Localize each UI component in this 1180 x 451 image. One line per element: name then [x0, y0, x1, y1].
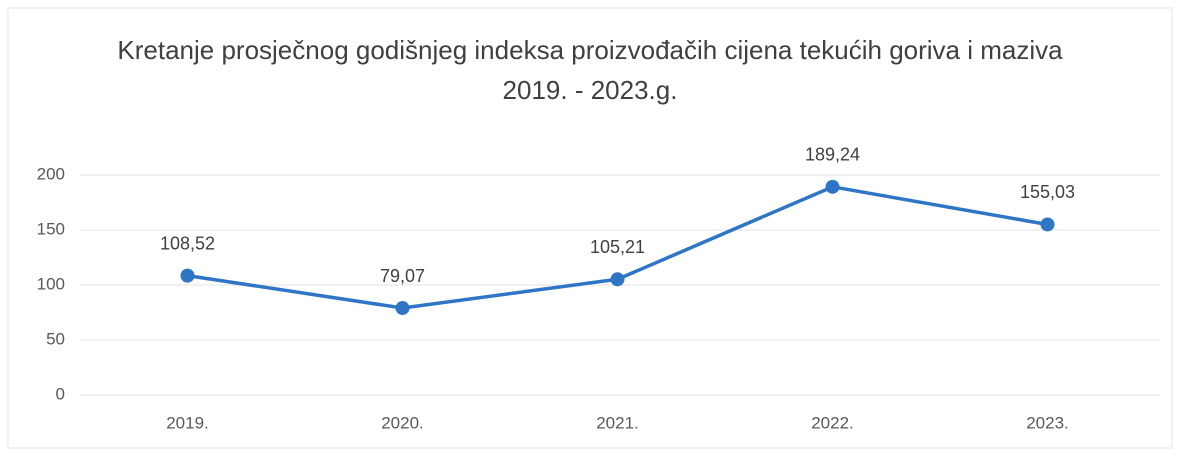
chart-frame [7, 7, 1173, 449]
data-label: 108,52 [160, 233, 215, 253]
marker [610, 272, 625, 287]
data-label: 105,21 [590, 237, 645, 257]
marker [825, 179, 840, 194]
x-tick-label: 2022. [811, 413, 854, 432]
y-tick-label: 100 [37, 274, 65, 293]
y-tick-label: 150 [37, 219, 65, 238]
y-tick-label: 200 [37, 164, 65, 183]
x-tick-label: 2019. [166, 413, 209, 432]
y-tick-label: 50 [46, 329, 65, 348]
data-label: 155,03 [1020, 182, 1075, 202]
x-tick-label: 2020. [381, 413, 424, 432]
data-label: 189,24 [805, 145, 860, 165]
x-tick-label: 2023. [1026, 413, 1069, 432]
chart-title: Kretanje prosječnog godišnjeg indeksa pr… [117, 35, 1063, 105]
marker [395, 301, 410, 316]
marker [1040, 217, 1055, 232]
y-tick-label: 0 [56, 384, 65, 403]
data-label: 79,07 [380, 266, 425, 286]
x-tick-label: 2021. [596, 413, 639, 432]
marker [180, 268, 195, 283]
